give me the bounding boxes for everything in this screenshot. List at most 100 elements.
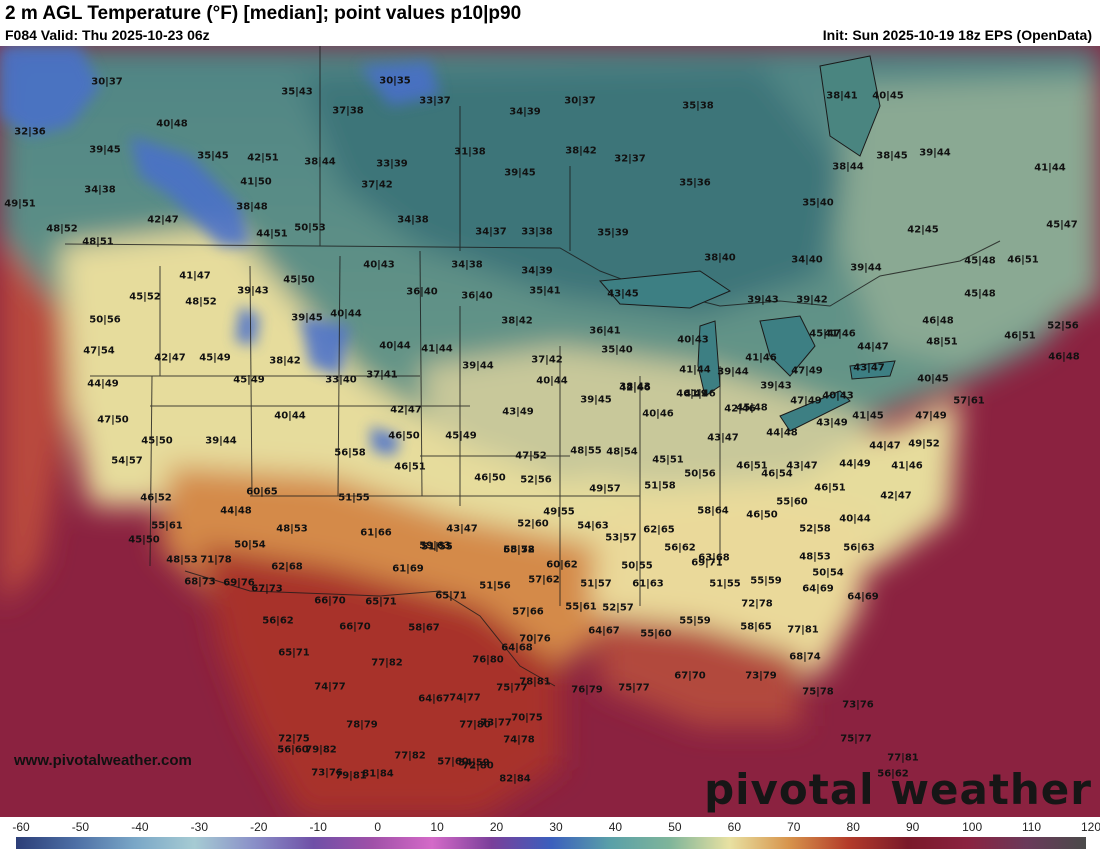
point-value-label: 39|42 <box>796 294 828 306</box>
point-value-label: 42|47 <box>390 404 422 416</box>
point-value-label: 41|47 <box>179 270 211 282</box>
point-value-label: 45|50 <box>141 435 173 447</box>
point-value-label: 43|47 <box>446 523 478 535</box>
point-value-label: 47|50 <box>97 414 129 426</box>
point-value-label: 49|57 <box>589 483 621 495</box>
point-value-label: 35|45 <box>197 150 229 162</box>
point-value-label: 44|47 <box>869 440 901 452</box>
point-value-label: 66|70 <box>339 621 371 633</box>
point-value-label: 46|50 <box>388 430 420 442</box>
point-value-label: 48|52 <box>185 296 217 308</box>
point-value-label: 46|51 <box>1004 330 1036 342</box>
point-value-label: 65|71 <box>278 647 310 659</box>
point-value-label: 77|80 <box>459 719 491 731</box>
point-value-label: 44|51 <box>256 228 288 240</box>
point-value-label: 73|77 <box>480 717 512 729</box>
weather-map[interactable]: 30|37 30|35 35|43 33|37 37|38 30|37 35|38 32|36… <box>0 46 1100 817</box>
point-value-label: 38|44 <box>832 161 864 173</box>
point-value-label: 48|53 <box>276 523 308 535</box>
point-value-label: 31|38 <box>454 146 486 158</box>
point-value-label: 43|49 <box>816 417 848 429</box>
init-time: Init: Sun 2025-10-19 18z EPS (OpenData) <box>822 27 1092 43</box>
legend-tick-label: -20 <box>250 820 268 834</box>
point-value-label: 39|45 <box>580 394 612 406</box>
point-value-label: 55|61 <box>565 601 597 613</box>
point-value-label: 70|75 <box>511 712 543 724</box>
point-value-label: 70|76 <box>519 633 551 645</box>
point-value-label: 74|78 <box>503 734 535 746</box>
point-value-label: 37|41 <box>366 369 398 381</box>
point-value-label: 68|72 <box>503 544 535 556</box>
point-value-label: 42|46 <box>619 382 651 394</box>
point-value-label: 34|40 <box>791 254 823 266</box>
point-value-label: 34|39 <box>521 265 553 277</box>
point-value-label: 54|59 <box>458 757 490 769</box>
point-value-label: 57|60 <box>437 756 469 768</box>
legend-tick-label: -40 <box>131 820 149 834</box>
point-value-label: 38|42 <box>565 145 597 157</box>
point-value-label: 56|62 <box>262 615 294 627</box>
point-value-label: 77|81 <box>787 624 819 636</box>
point-value-label: 64|69 <box>847 591 879 603</box>
point-value-label: 46|48 <box>1048 351 1080 363</box>
point-value-label: 30|37 <box>564 95 596 107</box>
point-value-label: 64|67 <box>418 693 450 705</box>
point-value-label: 33|40 <box>325 374 357 386</box>
point-value-label: 75|77 <box>618 682 650 694</box>
point-value-label: 40|43 <box>677 334 709 346</box>
legend-colorbar <box>16 837 1086 849</box>
point-value-label: 56|58 <box>334 447 366 459</box>
point-value-label: 40|45 <box>872 90 904 102</box>
point-value-label: 61|69 <box>392 563 424 575</box>
point-value-label: 42|45 <box>907 224 939 236</box>
point-value-label: 41|45 <box>852 410 884 422</box>
point-value-label: 35|43 <box>281 86 313 98</box>
point-value-label: 49|52 <box>908 438 940 450</box>
point-value-label: 45|50 <box>283 274 315 286</box>
point-value-label: 72|78 <box>741 598 773 610</box>
point-value-label: 38|43 <box>619 381 651 393</box>
legend-tick-label: 30 <box>549 820 563 834</box>
point-value-label: 35|40 <box>802 197 834 209</box>
point-value-label: 56|62 <box>877 768 909 780</box>
point-value-label: 30|37 <box>91 76 123 88</box>
point-value-label: 34|38 <box>397 214 429 226</box>
point-value-label: 42|47 <box>154 352 186 364</box>
point-value-label: 39|45 <box>504 167 536 179</box>
point-value-label: 38|40 <box>704 252 736 264</box>
point-value-label: 40|43 <box>822 390 854 402</box>
point-value-label: 64|68 <box>501 642 533 654</box>
legend-tick-label: 70 <box>787 820 801 834</box>
point-value-label: 40|43 <box>363 259 395 271</box>
point-value-label: 45|51 <box>652 454 684 466</box>
point-value-label: 72|75 <box>278 733 310 745</box>
point-value-label: 44|49 <box>839 458 871 470</box>
point-value-label: 75|78 <box>802 686 834 698</box>
point-value-label: 43|47 <box>853 362 885 374</box>
point-value-label: 64|67 <box>588 625 620 637</box>
point-value-label: 77|81 <box>887 752 919 764</box>
legend-tick-label: 40 <box>608 820 623 834</box>
point-value-label: 45|48 <box>964 288 996 300</box>
point-value-label: 51|58 <box>644 480 676 492</box>
point-value-label: 37|38 <box>332 105 364 117</box>
point-value-label: 33|37 <box>419 95 451 107</box>
point-value-label: 34|38 <box>451 259 483 271</box>
point-value-label: 39|45 <box>89 144 121 156</box>
point-value-label: 36|41 <box>589 325 621 337</box>
point-value-label: 50|54 <box>234 539 266 551</box>
point-value-label: 55|60 <box>776 496 808 508</box>
point-value-label: 45|47 <box>809 328 841 340</box>
point-value-label: 47|49 <box>791 365 823 377</box>
point-value-label: 50|54 <box>812 567 844 579</box>
point-value-label: 51|56 <box>479 580 511 592</box>
point-value-label: 41|46 <box>824 328 856 340</box>
point-value-label: 38|44 <box>304 156 336 168</box>
point-value-label: 45|49 <box>445 430 477 442</box>
point-value-label: 38|42 <box>501 315 533 327</box>
point-value-label: 30|35 <box>379 75 411 87</box>
point-value-label: 68|74 <box>789 651 821 663</box>
point-value-label: 32|37 <box>614 153 646 165</box>
point-value-label: 39|44 <box>919 147 951 159</box>
point-value-label: 50|56 <box>684 468 716 480</box>
